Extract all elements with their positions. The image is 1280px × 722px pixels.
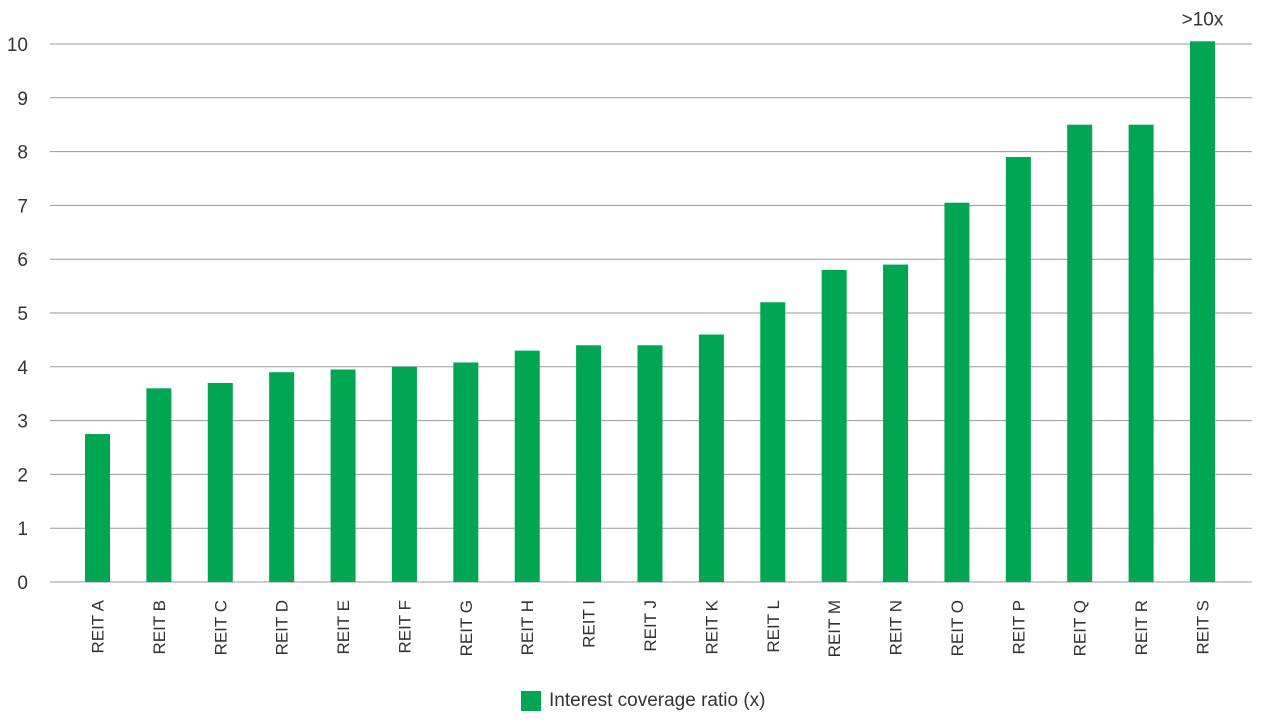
y-tick-label: 1 [17, 519, 28, 540]
bar-reit-m [821, 269, 847, 582]
x-tick-label: REIT G [457, 600, 476, 656]
y-tick-label: 4 [17, 358, 28, 379]
x-tick-label: REIT C [211, 600, 230, 655]
y-tick-label: 6 [17, 250, 28, 271]
bar-reit-k [698, 334, 724, 582]
bar-reit-o [944, 202, 970, 582]
bar-reit-h [514, 350, 540, 582]
legend-swatch [521, 691, 541, 711]
y-tick-label: 9 [17, 89, 28, 110]
bar-reit-g [453, 362, 479, 582]
bar-reit-c [207, 382, 233, 582]
x-tick-label: REIT L [764, 600, 783, 653]
y-tick-label: 8 [17, 143, 28, 164]
bars [85, 41, 1215, 583]
x-tick-label: REIT H [518, 600, 537, 655]
x-tick-label: REIT K [702, 599, 721, 654]
y-tick-label: 7 [17, 196, 28, 217]
x-tick-label: REIT Q [1071, 600, 1090, 656]
bar-reit-l [760, 302, 786, 582]
x-tick-label: REIT J [641, 600, 660, 652]
bar-reit-b [146, 388, 172, 582]
x-tick-label: REIT B [150, 600, 169, 654]
x-tick-label: REIT A [89, 599, 108, 653]
legend-label: Interest coverage ratio (x) [549, 690, 766, 711]
legend: Interest coverage ratio (x) [521, 690, 765, 712]
y-axis: 0 1 2 3 4 5 6 7 8 9 10 [7, 35, 29, 594]
x-tick-label: REIT N [887, 600, 906, 655]
x-tick-label: REIT O [948, 600, 967, 656]
x-tick-label: REIT I [580, 600, 599, 648]
bar-reit-s [1190, 41, 1215, 583]
y-tick-label: 10 [7, 35, 28, 56]
x-tick-label: REIT F [395, 600, 414, 654]
bar-reit-p [1005, 156, 1031, 583]
bar-reit-q [1067, 124, 1093, 582]
bar-reit-e [330, 369, 356, 582]
annotations: >10x [1182, 9, 1224, 30]
y-tick-label: 5 [17, 304, 28, 325]
x-tick-label: REIT M [825, 600, 844, 657]
bar-reit-j [637, 345, 663, 582]
x-tick-label: REIT P [1009, 600, 1028, 654]
bar-reit-i [576, 345, 602, 582]
x-tick-label: REIT D [273, 600, 292, 655]
y-tick-label: 2 [17, 465, 28, 486]
x-axis: REIT A REIT B REIT C REIT D REIT E REIT F REIT… [89, 599, 1213, 657]
bar-reit-f [391, 366, 417, 582]
bar-reit-d [269, 372, 295, 582]
bar-reit-a [85, 434, 110, 582]
y-tick-label: 0 [17, 573, 28, 594]
bar-reit-r [1128, 124, 1154, 582]
x-tick-label: REIT E [334, 600, 353, 654]
bar-annotation: >10x [1182, 9, 1224, 30]
y-tick-label: 3 [17, 412, 28, 433]
x-tick-label: REIT R [1132, 600, 1151, 655]
bar-reit-n [883, 264, 909, 582]
x-tick-label: REIT S [1194, 600, 1213, 654]
